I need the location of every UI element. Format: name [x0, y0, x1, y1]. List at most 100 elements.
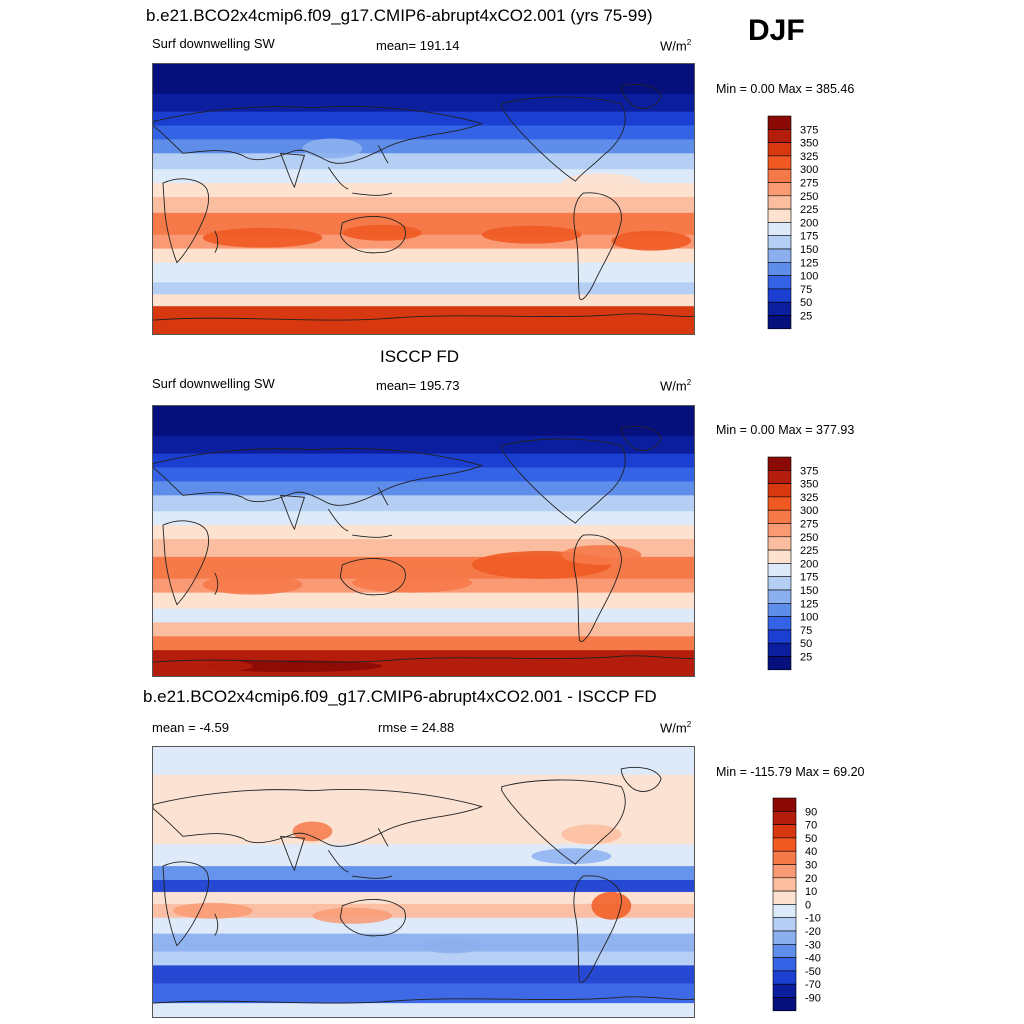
colorbar-swatch: [772, 944, 797, 958]
colorbar-swatch: [767, 235, 792, 250]
coastline: [162, 861, 209, 947]
coastline: [501, 96, 626, 182]
coastline: [153, 313, 694, 321]
panel3-mean-label: mean = -4.59: [152, 720, 229, 735]
colorbar-tick-label: 275: [800, 519, 818, 531]
colorbar-swatch: [767, 496, 792, 511]
colorbar-swatch: [767, 470, 792, 484]
colorbar-swatch: [772, 917, 797, 932]
panel3-title: b.e21.BCO2x4cmip6.f09_g17.CMIP6-abrupt4x…: [143, 687, 657, 706]
coastline: [620, 83, 662, 109]
field-band: [153, 917, 694, 935]
coastline: [573, 534, 622, 642]
coastline: [327, 508, 393, 538]
colorbar-swatch: [767, 208, 792, 223]
field-blob: [292, 821, 333, 842]
coastline: [279, 494, 306, 531]
colorbar-tick-label: 200: [800, 558, 818, 570]
coastline: [162, 520, 209, 606]
map-svg: [153, 406, 694, 676]
colorbar-swatch: [772, 864, 797, 879]
field-band: [153, 965, 694, 985]
field-blob: [202, 660, 383, 673]
colorbar-swatch: [767, 288, 792, 303]
coastline: [279, 835, 306, 872]
field-blob: [202, 227, 323, 248]
colorbar-tick-label: 100: [800, 271, 818, 283]
coastline: [377, 145, 389, 164]
field-band: [153, 183, 694, 199]
field-band: [153, 294, 694, 308]
colorbar-tick-label: 150: [800, 244, 818, 256]
colorbar-swatch: [767, 656, 792, 671]
field-band: [153, 435, 694, 455]
field-band: [153, 125, 694, 141]
panel2-map: [152, 405, 695, 677]
field-blob: [611, 230, 692, 251]
colorbar-swatch: [767, 129, 792, 143]
colorbar-swatch: [767, 168, 792, 183]
colorbar-tick-label: 30: [805, 860, 817, 872]
field-band: [153, 622, 694, 638]
coastline: [327, 849, 393, 879]
colorbar-tick-label: 200: [800, 217, 818, 229]
colorbar-swatch: [767, 576, 792, 591]
colorbar-swatch: [767, 509, 792, 524]
coastline: [573, 192, 622, 300]
field-blob: [481, 225, 582, 244]
colorbar-swatch: [772, 837, 797, 852]
colorbar-tick-label: 25: [800, 311, 812, 323]
colorbar-tick-label: 125: [800, 598, 818, 610]
colorbar-swatch: [767, 589, 792, 604]
colorbar-tick-label: 375: [800, 124, 818, 136]
colorbar-swatch: [772, 957, 797, 972]
panel1-minmax: Min = 0.00 Max = 385.46: [716, 82, 855, 96]
colorbar-tick-label: 150: [800, 585, 818, 597]
colorbar-tick-label: -30: [805, 939, 821, 951]
panel2-units: W/m2: [660, 378, 692, 394]
panel3-minmax: Min = -115.79 Max = 69.20: [716, 765, 865, 779]
field-blob: [591, 891, 632, 920]
field-band: [153, 774, 694, 816]
field-band: [153, 153, 694, 171]
coastline: [377, 487, 389, 506]
coastline: [153, 789, 484, 847]
panel3-colorbar: 90 70 50 40 30 20 10 0 -10 -20 -30 -40 -50 -70 -90: [772, 797, 843, 1013]
colorbar-tick-label: 50: [800, 638, 812, 650]
colorbar-swatch: [767, 275, 792, 290]
colorbar-tick-label: 10: [805, 886, 817, 898]
panel2-mean-label: mean= 195.73: [376, 378, 460, 393]
colorbar-tick-label: 90: [805, 806, 817, 818]
colorbar-swatch: [772, 850, 797, 865]
field-band: [153, 481, 694, 497]
field-band: [153, 636, 694, 652]
field-band: [153, 1003, 694, 1017]
colorbar-swatch: [767, 536, 792, 551]
field-blob: [172, 660, 253, 673]
colorbar-tick-label: 175: [800, 572, 818, 584]
colorbar-swatch: [767, 262, 792, 276]
colorbar-swatch: [767, 603, 792, 617]
field-band: [153, 933, 694, 953]
colorbar-swatch: [767, 182, 792, 197]
colorbar-tick-label: 325: [800, 151, 818, 163]
field-band: [153, 262, 694, 284]
coastline: [153, 106, 484, 164]
coastline: [214, 913, 219, 936]
panel2-colorbar: 375 350 325 300 275 250 225 200 175 150 125 100 75 50…: [767, 456, 838, 672]
colorbar-tick-label: 175: [800, 231, 818, 243]
colorbar-swatch: [767, 195, 792, 210]
colorbar-tick-label: -40: [805, 953, 821, 965]
colorbar-swatch: [767, 315, 792, 330]
field-blob: [312, 907, 393, 924]
field-blob: [202, 574, 303, 595]
colorbar-tick-label: 325: [800, 492, 818, 504]
field-band: [153, 406, 694, 437]
panel2-minmax: Min = 0.00 Max = 377.93: [716, 423, 855, 437]
colorbar-swatch: [772, 970, 797, 985]
coastline: [327, 166, 393, 196]
colorbar-tick-label: 100: [800, 612, 818, 624]
field-band: [153, 282, 694, 296]
